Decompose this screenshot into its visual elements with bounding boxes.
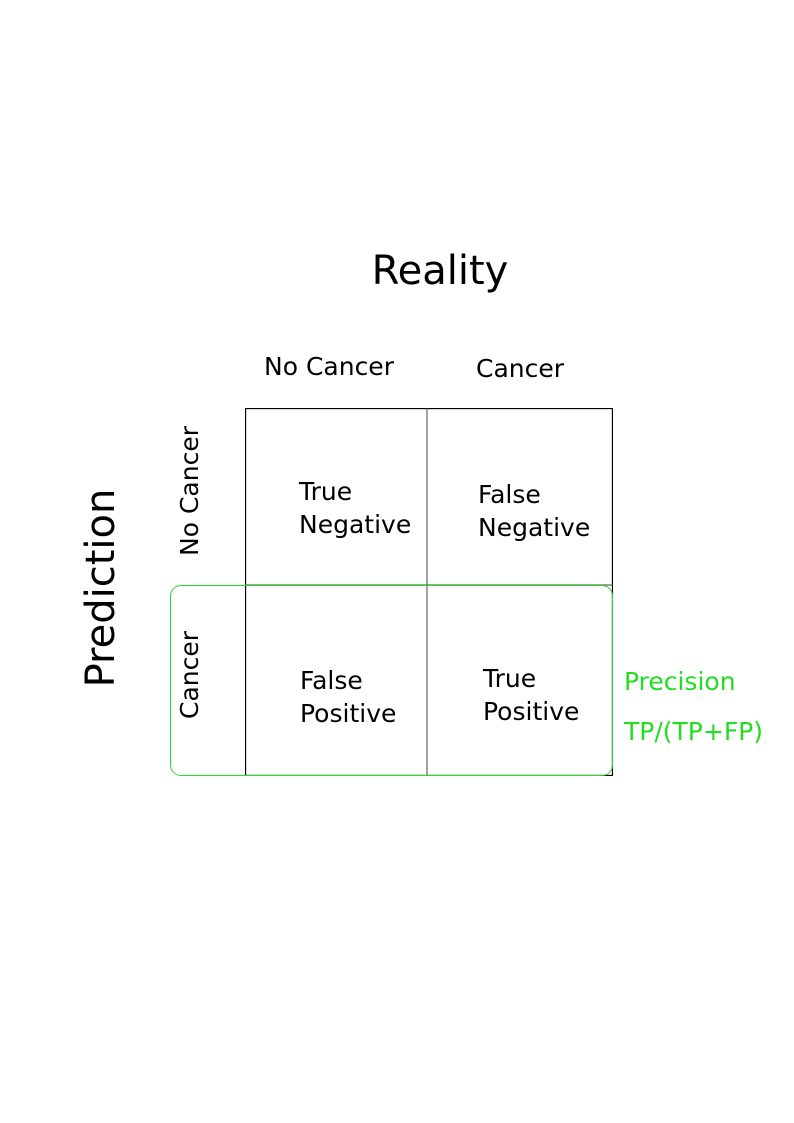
precision-label: Precision [624,667,736,696]
cell-true-positive-line2: Positive [483,697,580,726]
column-label-no-cancer: No Cancer [264,352,394,381]
cell-true-positive: True Positive [483,662,579,728]
cell-false-positive-line1: False [300,666,363,695]
cell-false-positive: False Positive [300,664,396,730]
precision-formula: TP/(TP+FP) [624,717,764,746]
cell-true-negative-line2: Negative [299,510,412,539]
cell-true-negative: True Negative [299,475,411,541]
cell-false-negative-line1: False [478,480,541,509]
precision-highlight-box [170,585,613,776]
cell-false-positive-line2: Positive [300,699,397,728]
prediction-axis-label: Prediction [78,488,124,688]
cell-true-positive-line1: True [483,664,537,693]
column-label-cancer: Cancer [476,354,565,383]
cell-false-negative-line2: Negative [478,513,591,542]
reality-heading: Reality [371,248,509,294]
row-label-no-cancer: No Cancer [175,426,204,556]
cell-false-negative: False Negative [478,478,590,544]
cell-true-negative-line1: True [299,477,353,506]
